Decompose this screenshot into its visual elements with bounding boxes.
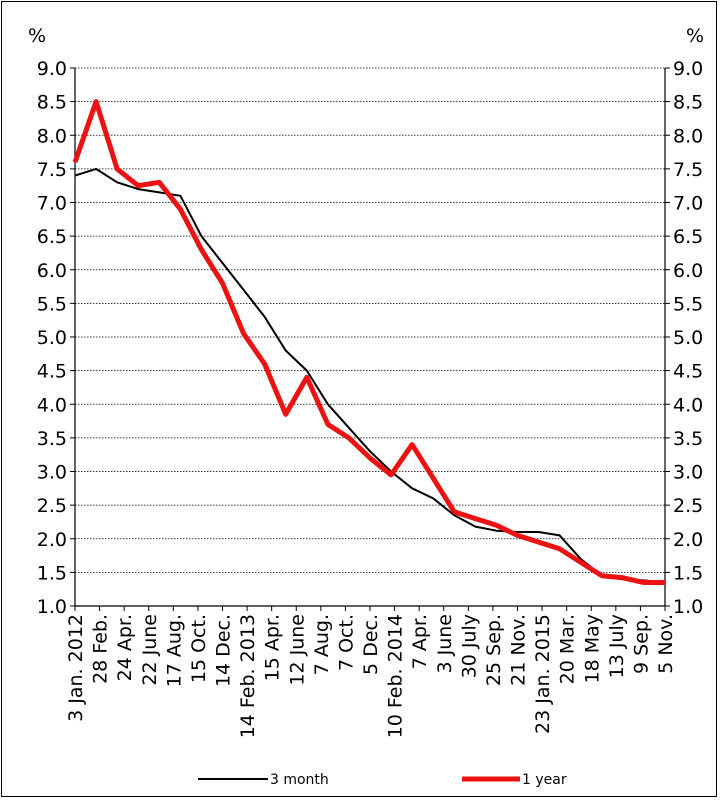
y-tick-label-left: 4.0 [37, 394, 67, 416]
y-tick-label-left: 5.0 [37, 327, 67, 349]
y-tick-label-right: 2.5 [673, 495, 703, 517]
y-axis-right-ticks: 1.0 1.5 2.0 2.5 3.0 3.5 4.0 4.5 5.0 5.5 6.0 6.5 7.0 7… [665, 58, 703, 618]
y-tick-label-right: 2.0 [673, 529, 703, 551]
y-tick-label-right: 4.0 [673, 394, 703, 416]
x-tick-label: 12 June [286, 614, 308, 686]
y-tick-label-right: 3.5 [673, 428, 703, 450]
y-axis-left-unit: % [28, 25, 46, 47]
y-axis-left-ticks: 1.0 1.5 2.0 2.5 3.0 3.5 4.0 4.5 5.0 5.5 6.0 6.5 7.0 7… [37, 58, 75, 618]
y-tick-label-left: 9.0 [37, 58, 67, 80]
y-tick-label-left: 7.5 [37, 159, 67, 181]
y-tick-label-left: 2.0 [37, 529, 67, 551]
y-tick-label-right: 4.5 [673, 361, 703, 383]
x-tick-label: 7 Aug. [311, 614, 333, 675]
x-tick-label: 10 Feb. 2014 [385, 614, 407, 738]
x-tick-label: 3 Jan. 2012 [65, 614, 87, 722]
x-tick-label: 5 Nov. [655, 614, 677, 674]
y-tick-label-right: 6.0 [673, 260, 703, 282]
y-tick-label-right: 6.5 [673, 226, 703, 248]
y-tick-label-left: 3.5 [37, 428, 67, 450]
x-tick-label: 25 Sep. [483, 614, 505, 686]
x-tick-label: 30 July [458, 614, 480, 678]
y-tick-label-right: 7.0 [673, 193, 703, 215]
y-tick-label-left: 2.5 [37, 495, 67, 517]
x-tick-label: 7 Apr. [409, 614, 431, 669]
x-axis-ticks: 3 Jan. 2012 28 Feb. 24 Apr. 22 June 17 Aug. 1… [65, 606, 677, 738]
x-tick-label: 22 June [139, 614, 161, 686]
y-tick-label-right: 7.5 [673, 159, 703, 181]
x-tick-label: 13 July [606, 614, 628, 678]
series-line-3-month [74, 167, 666, 584]
x-tick-label: 9 Sep. [630, 614, 652, 674]
y-tick-label-right: 3.0 [673, 462, 703, 484]
series-lines [72, 99, 666, 585]
x-tick-label: 14 Feb. 2013 [237, 614, 259, 738]
legend-label: 1 year [522, 772, 567, 788]
x-tick-label: 23 Jan. 2015 [532, 614, 554, 734]
series-line-1-year [72, 99, 665, 585]
y-tick-label-right: 1.0 [673, 596, 703, 618]
x-tick-label: 18 May [581, 614, 603, 684]
gridlines [75, 67, 665, 607]
x-tick-label: 28 Feb. [90, 614, 112, 684]
x-tick-label: 24 Apr. [114, 614, 136, 681]
x-tick-label: 20 Mar. [557, 614, 579, 684]
y-axis-right-unit: % [686, 25, 704, 47]
legend: 3 month 1 year [198, 772, 567, 788]
x-tick-label: 5 Dec. [360, 614, 382, 675]
x-tick-label: 15 Oct. [188, 614, 210, 683]
y-tick-label-left: 1.5 [37, 562, 67, 584]
x-tick-label: 3 June [434, 614, 456, 674]
x-tick-label: 7 Oct. [335, 614, 357, 671]
y-tick-label-right: 9.0 [673, 58, 703, 80]
x-tick-label: 14 Dec. [213, 614, 235, 687]
y-tick-label-right: 5.0 [673, 327, 703, 349]
y-tick-label-right: 1.5 [673, 562, 703, 584]
y-tick-label-left: 5.5 [37, 293, 67, 315]
y-tick-label-left: 6.0 [37, 260, 67, 282]
y-tick-label-right: 8.5 [673, 92, 703, 114]
y-tick-label-left: 3.0 [37, 462, 67, 484]
x-tick-label: 21 Nov. [508, 614, 530, 686]
legend-label: 3 month [270, 772, 329, 788]
y-tick-label-right: 8.0 [673, 125, 703, 147]
x-tick-label: 15 Apr. [262, 614, 284, 681]
y-tick-label-left: 7.0 [37, 193, 67, 215]
y-tick-label-right: 5.5 [673, 293, 703, 315]
y-tick-label-left: 4.5 [37, 361, 67, 383]
y-tick-label-left: 6.5 [37, 226, 67, 248]
x-tick-label: 17 Aug. [163, 614, 185, 687]
y-tick-label-left: 8.5 [37, 92, 67, 114]
y-tick-label-left: 8.0 [37, 125, 67, 147]
y-tick-label-left: 1.0 [37, 596, 67, 618]
